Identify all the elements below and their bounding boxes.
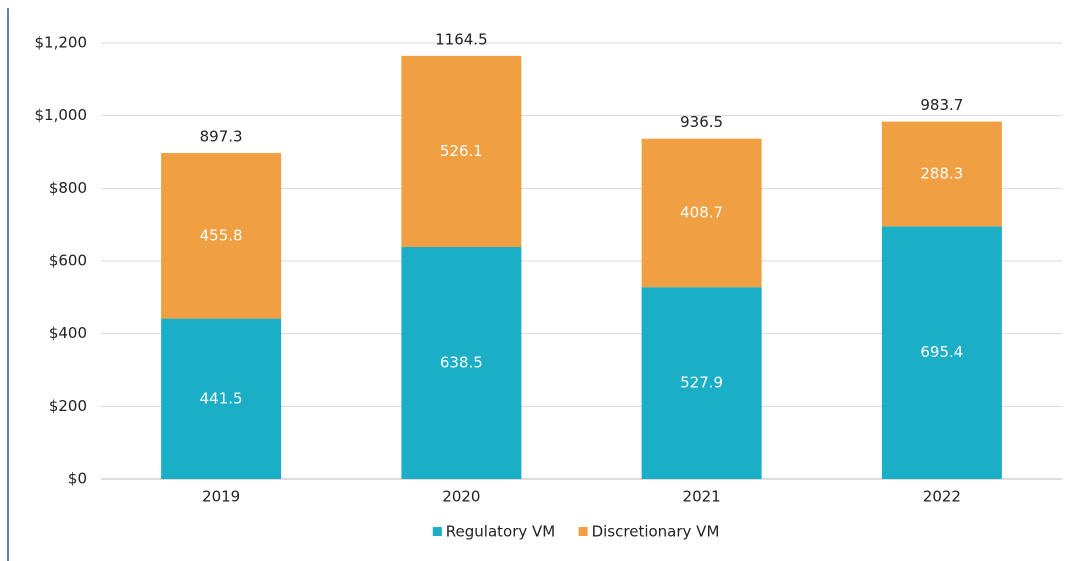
bar-segment: [401, 55, 522, 248]
bar-segment: [641, 138, 762, 288]
data-label: 695.4: [920, 343, 963, 361]
total-label: 897.3: [200, 127, 243, 145]
y-tick-label: $600: [49, 252, 87, 270]
x-tick-label: 2020: [442, 488, 480, 506]
data-label: 526.1: [440, 142, 483, 160]
bar-segment: [401, 247, 522, 479]
bar-segment: [161, 318, 282, 479]
legend-swatch: [578, 527, 588, 536]
data-label: 408.7: [680, 203, 723, 221]
y-tick-label: $400: [49, 324, 87, 342]
bar-segment: [881, 121, 1002, 227]
bar-segment: [881, 226, 1002, 479]
total-label: 983.7: [920, 96, 963, 114]
bar-segment: [641, 287, 762, 479]
legend-label: Discretionary VM: [592, 523, 720, 541]
legend-swatch: [432, 527, 442, 536]
data-label: 527.9: [680, 374, 723, 392]
data-label: 441.5: [200, 389, 243, 407]
y-tick-label: $200: [49, 397, 87, 415]
data-label: 455.8: [200, 226, 243, 244]
legend-label: Regulatory VM: [446, 523, 555, 541]
x-tick-label: 2021: [683, 488, 721, 506]
y-tick-label: $1,200: [35, 34, 88, 52]
total-label: 1164.5: [435, 30, 488, 48]
bar-segment: [161, 152, 282, 319]
x-tick-label: 2022: [923, 488, 961, 506]
data-label: 638.5: [440, 354, 483, 372]
data-label: 288.3: [920, 164, 963, 182]
y-tick-label: $0: [68, 470, 87, 488]
y-tick-label: $800: [49, 179, 87, 197]
x-tick-label: 2019: [202, 488, 240, 506]
total-label: 936.5: [680, 113, 723, 131]
y-tick-label: $1,000: [35, 106, 88, 124]
